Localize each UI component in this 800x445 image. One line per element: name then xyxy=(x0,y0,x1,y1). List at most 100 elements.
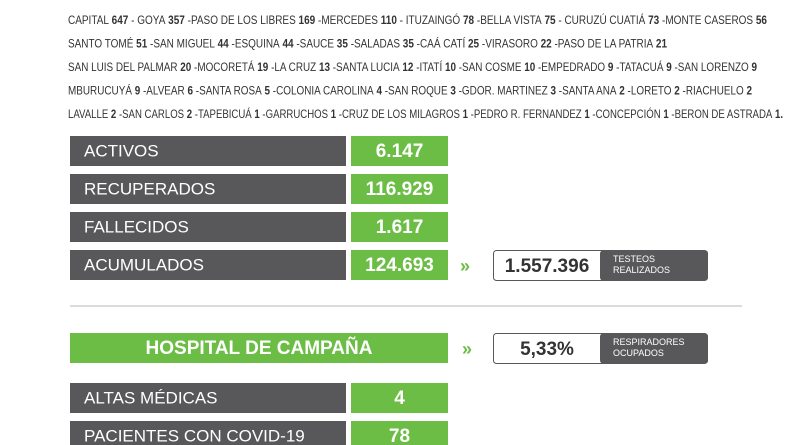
locality-name: - GOYA xyxy=(131,13,165,27)
locality-name: -SAN MIGUEL xyxy=(150,37,215,51)
value-box xyxy=(351,174,448,204)
locality-name: -MONTE CASEROS xyxy=(662,13,753,27)
locality-count: 10 xyxy=(442,60,456,74)
hospital-row-value: 78 xyxy=(389,426,410,445)
label-box xyxy=(70,250,346,280)
locality-count: 9 xyxy=(749,60,758,74)
value-box xyxy=(351,421,448,445)
label-box xyxy=(70,383,346,413)
locality-name: -MERCEDES xyxy=(318,13,378,27)
arrow: » xyxy=(462,339,472,359)
locality-count: 2 xyxy=(617,84,626,98)
locality-name: -SAN CARLOS xyxy=(119,107,184,121)
locality-name: SAN LUIS DEL PALMAR xyxy=(68,60,178,74)
stat-label: ACTIVOS xyxy=(84,141,159,160)
locality-count: 4 xyxy=(374,84,383,98)
locality-name: - ITUZAINGÓ xyxy=(400,12,461,27)
locality-name: -LORETO xyxy=(628,84,672,98)
locality-count: 25 xyxy=(465,37,479,51)
locality-count: 357 xyxy=(165,13,185,27)
locality-name: -SAN COSME xyxy=(459,60,522,74)
hospital-box xyxy=(70,333,448,363)
locality-count: 2 xyxy=(108,107,116,121)
locality-count: 35 xyxy=(334,37,348,51)
locality-name: -GDOR. MARTINEZ xyxy=(459,84,548,98)
locality-count: 22 xyxy=(538,37,552,51)
locality-count: 3 xyxy=(548,84,557,98)
locality-count: 1 xyxy=(460,107,468,121)
locality-name: -PASO DE LA PATRIA xyxy=(554,37,653,51)
locality-name: -SANTA ROSA xyxy=(196,84,262,98)
locality-count: 1 xyxy=(582,107,590,121)
locality-count: 3 xyxy=(448,84,457,98)
info-label: RESPIRADORES OCUPADOS xyxy=(613,337,685,358)
stat-value: 124.693 xyxy=(365,255,434,276)
info-value: 5,33% xyxy=(520,339,574,360)
locality-line: LAVALLE 2 -SAN CARLOS 2 -TAPEBICUÁ 1 -GA… xyxy=(68,106,783,121)
locality-count: 20 xyxy=(178,60,192,74)
locality-name: -ESQUINA xyxy=(232,37,280,51)
locality-count: 73 xyxy=(645,13,659,27)
locality-count: 9 xyxy=(132,84,141,98)
locality-count: 51 xyxy=(133,37,147,51)
locality-line: SANTO TOMÉ 51 -SAN MIGUEL 44 -ESQUINA 44… xyxy=(68,36,667,51)
arrow: » xyxy=(460,256,470,276)
stat-value: 1.617 xyxy=(376,217,424,238)
locality-name: MBURUCUYÁ xyxy=(68,83,132,98)
value-box xyxy=(351,250,448,280)
locality-name: -CRUZ DE LOS MILAGROS xyxy=(339,107,460,121)
locality-count: 1 xyxy=(772,107,780,121)
locality-count: 56 xyxy=(753,13,767,27)
locality-name: -TATACUÁ xyxy=(616,59,663,74)
locality-name: -RIACHUELO xyxy=(683,84,744,98)
locality-count: 44 xyxy=(280,37,294,51)
locality-count: 9 xyxy=(605,60,614,74)
locality-name: -VIRASORO xyxy=(482,37,538,51)
locality-count: 2 xyxy=(744,84,753,98)
locality-name: -GARRUCHOS xyxy=(262,107,328,121)
hospital-row-label: PACIENTES CON COVID-19 xyxy=(84,426,305,445)
locality-end: . xyxy=(780,107,783,121)
locality-name: SANTO TOMÉ xyxy=(68,36,133,51)
stat-label: ACUMULADOS xyxy=(84,255,204,274)
locality-count: 1 xyxy=(661,107,669,121)
locality-name: -LA CRUZ xyxy=(271,60,316,74)
locality-count: 44 xyxy=(215,37,229,51)
locality-name: -COLONIA CAROLINA xyxy=(273,84,374,98)
locality-count: 21 xyxy=(653,37,667,51)
locality-name: -SAUCE xyxy=(296,37,334,51)
hospital-row-value: 4 xyxy=(394,388,405,409)
hospital-title: HOSPITAL DE CAMPAÑA xyxy=(146,337,373,359)
info-label-box xyxy=(600,333,708,364)
locality-count: 1 xyxy=(252,107,260,121)
locality-name: -SANTA ANA xyxy=(559,84,617,98)
locality-name: -SALADAS xyxy=(351,37,400,51)
stat-value: 116.929 xyxy=(366,179,434,200)
locality-name: -CONCEPCIÓN xyxy=(592,106,660,121)
locality-name: -ALVEAR xyxy=(143,84,185,98)
locality-name: CAPITAL xyxy=(68,13,109,27)
hospital-row-label: ALTAS MÉDICAS xyxy=(84,388,218,407)
locality-name: -PEDRO R. FERNANDEZ xyxy=(471,107,582,121)
locality-name: -PASO DE LOS LIBRES xyxy=(188,13,296,27)
locality-name: -BELLA VISTA xyxy=(477,13,542,27)
locality-name: -BERON DE ASTRADA xyxy=(671,107,772,121)
label-box xyxy=(70,136,346,166)
locality-count: 12 xyxy=(400,60,414,74)
locality-count: 1 xyxy=(328,107,336,121)
locality-count: 6 xyxy=(185,84,194,98)
locality-name: LAVALLE xyxy=(68,107,108,121)
locality-count: 2 xyxy=(184,107,192,121)
locality-count: 13 xyxy=(316,60,330,74)
label-box xyxy=(70,174,346,204)
locality-name: -EMPEDRADO xyxy=(538,60,605,74)
locality-count: 10 xyxy=(521,60,535,74)
info-value: 1.557.396 xyxy=(505,256,590,277)
stat-label: FALLECIDOS xyxy=(84,217,189,236)
value-box xyxy=(351,212,448,242)
label-box xyxy=(70,212,346,242)
locality-name: - CURUZÚ CUATIÁ xyxy=(558,12,645,27)
locality-name: -SANTA LUCIA xyxy=(333,60,400,74)
